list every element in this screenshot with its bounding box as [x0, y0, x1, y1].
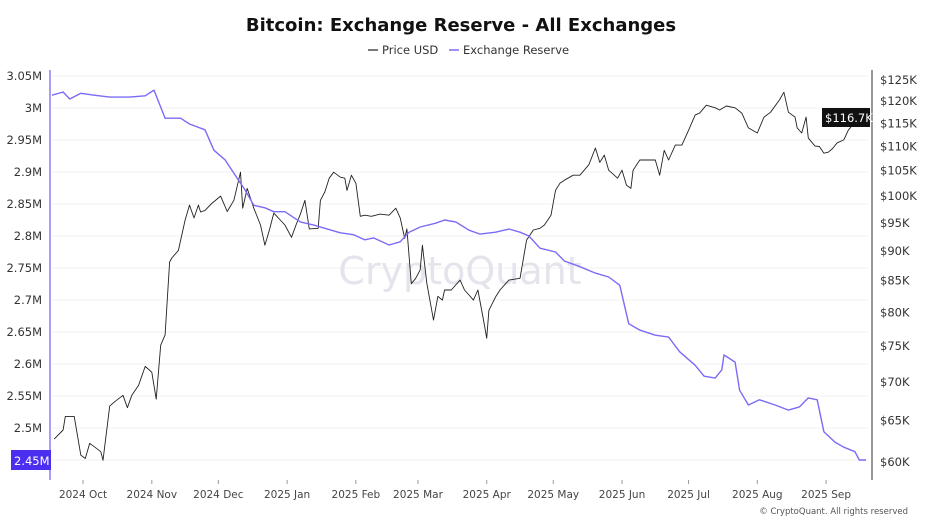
right-tick-label: $85K	[880, 274, 910, 288]
series-layer	[51, 89, 867, 461]
legend: Price USD Exchange Reserve	[368, 43, 569, 57]
left-tick-label: 2.55M	[6, 389, 42, 403]
right-current-value-badge: $116.7K	[822, 108, 873, 127]
left-tick-label: 2.6M	[14, 357, 42, 371]
left-current-value-badge: 2.45M	[11, 450, 51, 470]
left-current-value: 2.45M	[14, 454, 50, 468]
x-tick-label: 2024 Oct	[59, 489, 107, 501]
right-tick-label: $125K	[880, 73, 917, 87]
legend-item-price[interactable]: Price USD	[368, 43, 438, 57]
right-tick-label: $120K	[880, 94, 917, 108]
left-tick-label: 2.9M	[14, 165, 42, 179]
legend-label-price: Price USD	[382, 43, 438, 57]
right-current-value: $116.7K	[825, 111, 873, 125]
right-tick-label: $65K	[880, 413, 910, 427]
x-tick-label: 2025 Mar	[393, 489, 444, 501]
legend-label-reserve: Exchange Reserve	[463, 43, 569, 57]
exchange-reserve-line	[51, 89, 866, 461]
right-tick-label: $115K	[880, 116, 917, 130]
right-tick-label: $70K	[880, 375, 910, 389]
chart-title: Bitcoin: Exchange Reserve - All Exchange…	[246, 15, 676, 36]
left-tick-label: 3.05M	[6, 69, 42, 83]
left-tick-label: 3M	[25, 101, 42, 115]
x-tick-label: 2025 Apr	[463, 489, 512, 501]
left-axis-ticks: 3.05M 3M 2.95M 2.9M 2.85M 2.8M 2.75M 2.7M 2.65M 2…	[6, 69, 42, 435]
left-tick-label: 2.75M	[6, 261, 42, 275]
left-tick-label: 2.8M	[14, 229, 42, 243]
x-tick-label: 2025 Jan	[264, 489, 310, 501]
left-tick-label: 2.65M	[6, 325, 42, 339]
x-tick-label: 2025 Feb	[332, 489, 381, 501]
left-tick-label: 2.5M	[14, 421, 42, 435]
x-tick-label: 2025 Jun	[599, 489, 645, 501]
x-tick-label: 2024 Nov	[127, 489, 178, 501]
watermark: CryptoQuant	[338, 249, 581, 293]
right-axis-ticks: $125K $120K $115K $110K $105K $100K $95K $90K $8…	[880, 73, 917, 469]
price-usd-line	[53, 91, 867, 461]
copyright-footer: © CryptoQuant. All rights reserved	[759, 507, 908, 517]
right-tick-label: $105K	[880, 164, 917, 178]
x-tick-label: 2025 May	[527, 489, 579, 501]
left-tick-label: 2.85M	[6, 197, 42, 211]
x-tick-label: 2025 Sep	[801, 489, 851, 501]
right-tick-label: $95K	[880, 216, 910, 230]
x-tick-label: 2024 Dec	[193, 489, 244, 501]
right-tick-label: $90K	[880, 244, 910, 258]
x-tick-label: 2025 Jul	[667, 489, 710, 501]
right-tick-label: $75K	[880, 339, 910, 353]
grid-lines	[52, 75, 868, 461]
right-tick-label: $60K	[880, 455, 910, 469]
left-tick-label: 2.95M	[6, 133, 42, 147]
x-axis-ticks: 2024 Oct 2024 Nov 2024 Dec 2025 Jan 2025 Feb…	[59, 480, 851, 501]
x-tick-label: 2025 Aug	[732, 489, 783, 501]
legend-item-reserve[interactable]: Exchange Reserve	[449, 43, 569, 57]
right-tick-label: $110K	[880, 140, 917, 154]
left-tick-label: 2.7M	[14, 293, 42, 307]
right-tick-label: $100K	[880, 189, 917, 203]
right-tick-label: $80K	[880, 305, 910, 319]
